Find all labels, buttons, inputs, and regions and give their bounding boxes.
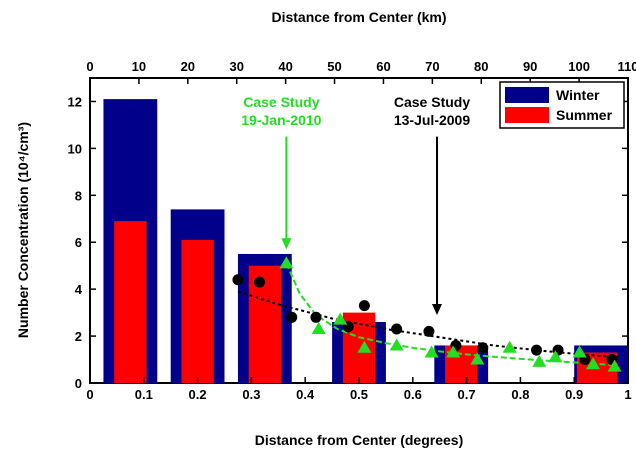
green-point-6	[446, 345, 461, 358]
y-tick-label-6: 12	[68, 94, 82, 109]
x2-tick-label-6: 60	[376, 59, 390, 74]
green-point-8	[502, 340, 517, 353]
summer-bar-2	[248, 265, 281, 383]
x-tick-label-2: 0.2	[189, 387, 207, 402]
green-fit-line	[285, 262, 618, 367]
points-layer	[232, 256, 622, 372]
x2-tick-label-9: 90	[523, 59, 537, 74]
black-point-9	[477, 342, 489, 354]
x2-tick-label-7: 70	[425, 59, 439, 74]
x2-tick-label-2: 20	[181, 59, 195, 74]
x2-tick-label-10: 100	[568, 59, 590, 74]
x-tick-label-10: 1	[624, 387, 631, 402]
y-tick-label-3: 6	[75, 235, 82, 250]
black-point-3	[310, 311, 322, 323]
summer-bar-1	[181, 239, 214, 383]
y-tick-label-2: 4	[75, 282, 83, 297]
black-point-6	[391, 323, 403, 335]
x2-tick-label-11: 110	[618, 59, 636, 74]
black-point-7	[423, 325, 435, 337]
annotation-title-0: Case Study	[243, 94, 319, 110]
black-point-1	[253, 276, 265, 288]
fit-lines-layer	[237, 262, 618, 367]
x2-tick-label-3: 30	[229, 59, 243, 74]
legend-swatch-1	[505, 107, 549, 123]
green-point-2	[333, 312, 348, 325]
x-tick-label-3: 0.3	[242, 387, 260, 402]
black-fit-line	[237, 290, 618, 359]
y-axis-title: Number Concentration (10⁴/cm³)	[15, 122, 31, 338]
summer-bar-0	[114, 221, 147, 383]
x2-tick-label-8: 80	[474, 59, 488, 74]
y-tick-label-5: 10	[68, 141, 82, 156]
x-axis-title: Distance from Center (degrees)	[255, 432, 464, 448]
green-point-11	[572, 345, 587, 358]
green-point-10	[548, 350, 563, 363]
green-point-0	[279, 256, 294, 269]
annotations-layer: Case Study 19-Jan-2010 Case Study 13-Jul-20…	[241, 94, 470, 315]
legend-swatch-0	[505, 87, 549, 103]
x2-tick-label-4: 40	[278, 59, 292, 74]
x-tick-label-5: 0.5	[350, 387, 368, 402]
x-tick-label-0: 0	[86, 387, 93, 402]
annotation-date-0: 19-Jan-2010	[241, 112, 321, 128]
x-tick-label-4: 0.4	[296, 387, 315, 402]
legend: Winter Summer	[499, 81, 625, 129]
annotation-title-1: Case Study	[394, 94, 470, 110]
x2-tick-label-1: 10	[132, 59, 146, 74]
black-point-10	[531, 344, 543, 356]
green-point-4	[389, 338, 404, 351]
axes-layer: 0 0.1 0.2 0.3 0.4 0.5 0.6 0.7 0.8 0.9 10 10 20 30 40 50…	[68, 59, 636, 402]
legend-label-1: Summer	[556, 107, 613, 123]
green-point-7	[470, 352, 485, 365]
legend-label-0: Winter	[556, 87, 600, 103]
green-point-13	[607, 359, 622, 372]
y-tick-label-0: 0	[75, 376, 82, 391]
green-point-12	[586, 357, 601, 370]
x-tick-label-8: 0.8	[511, 387, 529, 402]
x2-axis-title: Distance from Center (km)	[271, 9, 446, 25]
y-tick-label-1: 2	[75, 329, 82, 344]
x-tick-label-9: 0.9	[565, 387, 583, 402]
y-tick-label-4: 8	[75, 188, 82, 203]
annotation-date-1: 13-Jul-2009	[394, 112, 470, 128]
bars-layer	[103, 99, 628, 383]
black-point-2	[286, 311, 298, 323]
green-point-9	[532, 354, 547, 367]
black-point-0	[232, 274, 244, 286]
annotation-arrowhead-1	[432, 303, 443, 315]
green-point-1	[311, 322, 326, 335]
x-tick-label-6: 0.6	[404, 387, 422, 402]
black-point-5	[358, 300, 370, 312]
x2-tick-label-5: 50	[327, 59, 341, 74]
x-tick-label-1: 0.1	[135, 387, 153, 402]
green-point-3	[357, 340, 372, 353]
x2-tick-label-0: 0	[86, 59, 93, 74]
x-tick-label-7: 0.7	[458, 387, 476, 402]
annotation-arrowhead-0	[281, 238, 292, 250]
green-point-5	[424, 345, 439, 358]
